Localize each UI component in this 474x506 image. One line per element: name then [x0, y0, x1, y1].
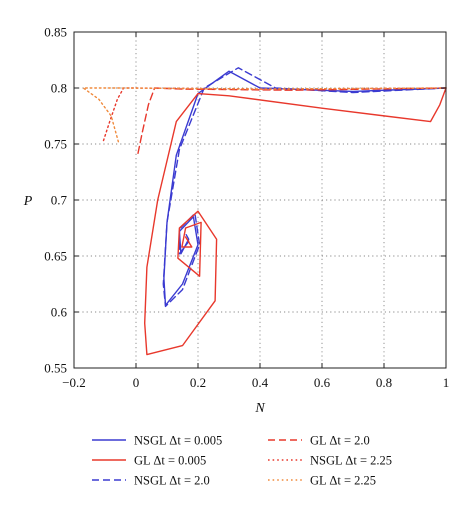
- series-line-4: [102, 87, 447, 142]
- y-tick-label: 0.85: [44, 25, 67, 40]
- y-tick-label: 0.6: [51, 305, 68, 320]
- y-tick-label: 0.55: [44, 361, 67, 376]
- series-line-3: [136, 87, 447, 156]
- legend: NSGL Δt = 0.005 GL Δt = 2.0 GL Δt = 0.005 N…: [92, 434, 392, 488]
- x-tick-label: −0.2: [62, 375, 86, 390]
- series-line-1: [162, 67, 447, 308]
- legend-label-2: GL Δt = 0.005: [134, 454, 206, 468]
- x-axis-title: N: [254, 401, 265, 416]
- y-tick-label: 0.8: [51, 81, 67, 96]
- x-tick-label: 0: [133, 375, 140, 390]
- x-tick-label: 1: [443, 375, 450, 390]
- y-tick-label: 0.75: [44, 137, 67, 152]
- series-line-2: [144, 87, 447, 356]
- y-axis-title: P: [23, 194, 33, 209]
- y-tick-label: 0.7: [51, 193, 68, 208]
- ticks: [73, 31, 447, 369]
- legend-label-0: NSGL Δt = 0.005: [134, 434, 222, 448]
- grid: [74, 32, 446, 368]
- tick-labels: −0.2 0 0.2 0.4 0.6 0.8 1 0.55 0.6 0.65 0.7 0.75 0.8 0…: [44, 25, 449, 391]
- x-tick-label: 0.8: [376, 375, 392, 390]
- legend-label-4: NSGL Δt = 2.0: [134, 474, 210, 488]
- legend-label-3: NSGL Δt = 2.25: [310, 454, 392, 468]
- x-tick-label: 0.4: [252, 375, 269, 390]
- x-tick-label: 0.6: [314, 375, 331, 390]
- series-line-5: [82, 87, 447, 145]
- series-layer: [82, 67, 447, 356]
- legend-label-1: GL Δt = 2.0: [310, 434, 370, 448]
- y-tick-label: 0.65: [44, 249, 67, 264]
- x-tick-label: 0.2: [190, 375, 206, 390]
- legend-label-5: GL Δt = 2.25: [310, 474, 376, 488]
